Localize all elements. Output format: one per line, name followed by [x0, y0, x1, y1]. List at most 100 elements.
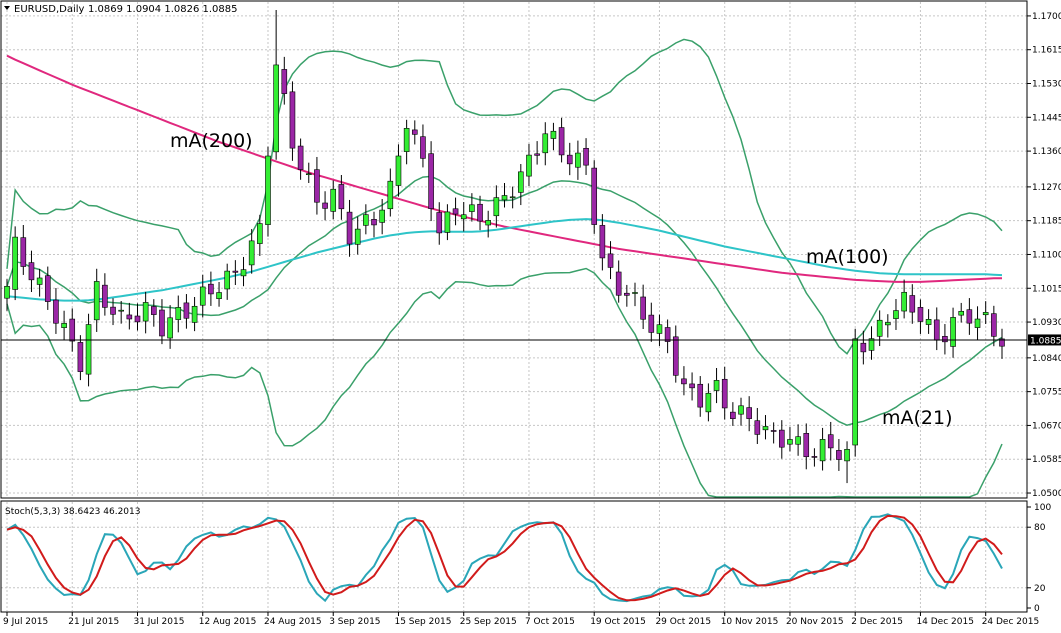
candle-body: [803, 433, 810, 458]
candle-body: [224, 270, 231, 290]
candle-body: [558, 127, 565, 156]
candle-body: [142, 302, 149, 322]
candle-body: [778, 429, 785, 448]
candle-body: [85, 324, 92, 375]
candle-body: [322, 202, 328, 209]
candle-body: [428, 153, 434, 209]
candle-body: [697, 383, 704, 408]
date-tick-label: 29 Oct 2015: [655, 617, 711, 627]
ma100-annotation: mA(100): [806, 246, 889, 268]
candle-body: [167, 317, 173, 339]
stochastic-lines: [6, 513, 1003, 603]
dropdown-arrow-icon[interactable]: [4, 6, 10, 10]
price-tick-label: 1.0585: [1032, 455, 1061, 465]
price-tick-label: 1.0930: [1032, 318, 1061, 328]
candle-body: [281, 69, 288, 94]
candle-body: [770, 430, 777, 432]
candle-body: [526, 154, 532, 177]
candle-body: [12, 236, 18, 290]
date-tick-label: 12 Aug 2015: [199, 617, 257, 627]
candle-body: [909, 295, 916, 313]
candle-body: [917, 307, 924, 322]
candle-body: [477, 203, 483, 222]
candle-body: [102, 284, 108, 308]
price-tick-label: 1.1360: [1032, 147, 1061, 157]
price-tick-label: 1.0840: [1032, 354, 1061, 364]
candle-body: [232, 270, 239, 273]
date-axis: 9 Jul 2015 21 Jul 2015 31 Jul 2015 12 Aug 2…: [3, 612, 1039, 627]
candle-body: [942, 336, 948, 343]
stoch-pane-border: [0, 500, 1028, 613]
candle-body: [640, 296, 646, 320]
candle-body: [436, 212, 443, 234]
candle-body: [379, 209, 385, 223]
candle-body: [566, 154, 573, 165]
price-tick-label: 1.0670: [1032, 421, 1061, 431]
candle-body: [257, 223, 263, 244]
candle-body: [420, 136, 426, 159]
candle-body: [607, 253, 614, 268]
date-tick-label: 15 Sep 2015: [394, 617, 451, 627]
candle-body: [901, 291, 907, 312]
price-tick-label: 1.1530: [1032, 80, 1061, 90]
candle-body: [460, 214, 467, 220]
price-tick-label: 1.1700: [1032, 12, 1061, 22]
candle-body: [795, 436, 801, 445]
candle-body: [469, 204, 475, 212]
price-tick-label: 1.1100: [1032, 250, 1061, 260]
candle-body: [689, 383, 695, 389]
date-tick-label: 3 Sep 2015: [329, 617, 380, 627]
candle-body: [893, 310, 899, 319]
price-tick-label: 1.1270: [1032, 183, 1061, 193]
date-tick-label: 25 Sep 2015: [460, 617, 517, 627]
candle-body: [216, 292, 222, 299]
candle-body: [387, 180, 394, 210]
date-tick-label: 20 Nov 2015: [786, 617, 844, 627]
candle-body: [501, 195, 508, 201]
candle-body: [787, 439, 793, 445]
candle-body: [721, 378, 728, 409]
price-axis: 1.1700 1.1615 1.1530 1.1445 1.1360 1.1270 1.11…: [1027, 12, 1061, 499]
candle-body: [933, 319, 940, 341]
price-tick-label: 1.1445: [1032, 113, 1061, 123]
candle-body: [925, 318, 932, 325]
candle-body: [134, 315, 141, 323]
candle-body: [110, 306, 116, 315]
candle-body: [950, 317, 956, 347]
candle-body: [713, 380, 720, 391]
current-price-label: 1.0885: [1030, 336, 1061, 346]
candle-body: [240, 269, 247, 277]
candle-body: [819, 439, 826, 462]
stoch-main-line: [6, 513, 1003, 603]
stoch-tick-label: 0: [1034, 604, 1040, 614]
candle-body: [624, 292, 630, 296]
ohlc-readout: 1.0869 1.0904 1.0826 1.0885: [88, 4, 238, 15]
candle-body: [69, 318, 76, 342]
date-tick-label: 9 Jul 2015: [3, 617, 48, 627]
candle-body: [681, 378, 687, 385]
ma21-annotation: mA(21): [882, 407, 953, 429]
candle-body: [208, 283, 214, 295]
price-tick-label: 1.0500: [1032, 489, 1061, 499]
moving-averages: [6, 54, 1003, 302]
price-tick-label: 1.1615: [1032, 46, 1061, 56]
candle-body: [273, 64, 279, 153]
candle-body: [982, 312, 989, 316]
candle-body: [493, 197, 500, 217]
candle-body: [583, 147, 589, 166]
date-tick-label: 7 Oct 2015: [525, 617, 575, 627]
candle-body: [518, 171, 524, 193]
candle-body: [20, 237, 27, 267]
ma100-line: [6, 218, 1003, 302]
main-pane-border: [0, 0, 1028, 499]
date-tick-label: 31 Jul 2015: [133, 617, 184, 627]
candle-body: [991, 313, 997, 337]
candle-body: [289, 91, 296, 149]
candle-body: [44, 275, 51, 302]
candle-body: [411, 129, 418, 135]
date-tick-label: 14 Dec 2015: [916, 617, 974, 627]
candle-body: [632, 292, 638, 294]
date-tick-label: 19 Oct 2015: [590, 617, 646, 627]
